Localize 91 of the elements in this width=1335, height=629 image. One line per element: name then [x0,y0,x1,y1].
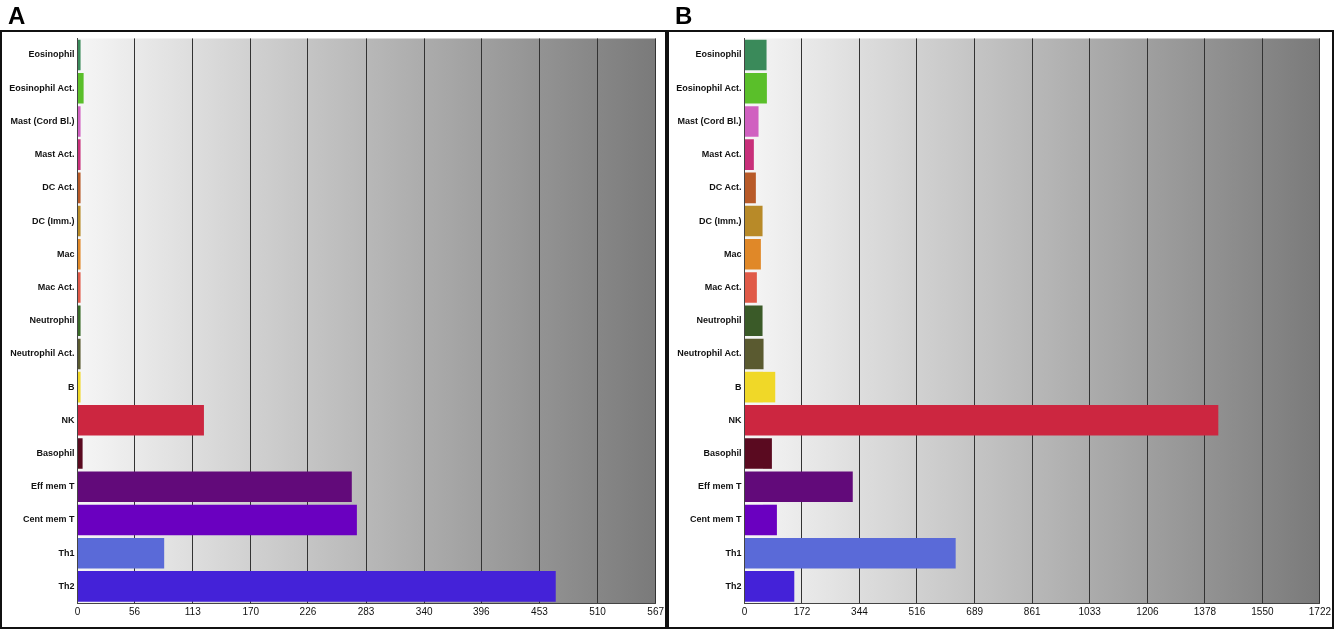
y-tick-label: Mac [56,248,75,259]
x-tick-label: 396 [472,605,491,617]
bar [78,371,81,403]
bar [78,106,81,137]
y-tick-label: Th2 [58,580,75,591]
y-tick-label: NK [61,414,75,425]
x-tick-label: 567 [647,605,665,617]
y-tick-label: Basophil [703,448,742,459]
bar [78,338,81,370]
y-tick-label: Eosinophil [28,49,75,60]
x-tick-label: 861 [1023,605,1041,617]
y-tick-label: Cent mem T [22,514,75,525]
y-tick-label: Basophil [36,448,75,459]
y-tick-label: Neutrophil Act. [10,348,75,359]
bar [78,172,81,204]
y-tick-label: Mast Act. [701,149,742,160]
x-tick-label: 1378 [1193,605,1217,617]
x-tick-label: 1033 [1078,605,1102,617]
y-tick-label: Eosinophil Act. [9,82,75,93]
x-tick-label: 0 [741,605,748,617]
bar [78,471,352,503]
x-tick-label: 1722 [1308,605,1332,617]
y-tick-label: Mast (Cord Bl.) [677,115,742,126]
bar [78,405,204,436]
y-tick-label: Eff mem T [30,481,75,492]
y-tick-label: Mast (Cord Bl.) [10,115,75,126]
x-tick-label: 283 [357,605,375,617]
bar [745,139,754,170]
x-tick-label: 1550 [1251,605,1274,617]
y-tick-label: Cent mem T [689,514,742,525]
y-tick-label: Mac Act. [704,281,742,292]
bar [745,371,776,403]
bar [78,205,81,237]
y-tick-label: Th1 [725,547,742,558]
bar [745,39,767,71]
bar [745,305,763,336]
bar [78,272,81,303]
bar [78,39,81,71]
bar [78,305,81,336]
bar [78,571,556,602]
y-tick-label: DC (Imm.) [32,215,75,226]
bar [745,537,956,569]
x-tick-label: 340 [415,605,433,617]
bar [78,537,165,569]
bar [745,471,853,503]
bar [745,504,777,536]
x-tick-label: 689 [966,605,984,617]
bar [745,239,761,270]
x-tick-label: 453 [531,605,549,617]
x-tick-label: 226 [299,605,317,617]
chart-title: A [8,2,26,30]
x-tick-label: 170 [242,605,260,617]
y-tick-label: Eff mem T [697,481,742,492]
x-tick-label: 510 [589,605,607,617]
x-tick-label: 56 [129,605,141,617]
bar [745,172,756,204]
y-tick-label: B [735,381,742,392]
bar [745,272,757,303]
bar [78,504,357,536]
x-tick-label: 113 [184,605,202,617]
y-tick-label: Mac [723,248,742,259]
x-tick-label: 0 [74,605,81,617]
y-tick-label: Eosinophil Act. [676,82,742,93]
bar [745,571,795,602]
bar [745,205,763,237]
y-tick-label: Th1 [58,547,75,558]
y-tick-label: Neutrophil [29,315,75,326]
bar [78,239,81,270]
bar [745,72,767,104]
y-tick-label: NK [728,414,742,425]
y-tick-label: Neutrophil [696,315,742,326]
x-tick-label: 516 [908,605,926,617]
x-tick-label: 344 [851,605,869,617]
x-tick-label: 1206 [1136,605,1160,617]
y-tick-label: Mast Act. [34,149,75,160]
y-tick-label: Th2 [725,580,742,591]
x-tick-label: 172 [793,605,811,617]
bar [745,106,759,137]
y-tick-label: DC (Imm.) [699,215,742,226]
bar [745,438,772,469]
y-tick-label: Mac Act. [37,281,75,292]
y-tick-label: DC Act. [709,182,742,193]
bar [78,438,83,469]
bar [78,72,84,104]
bar [745,338,764,370]
y-tick-label: DC Act. [42,182,75,193]
y-tick-label: B [68,381,75,392]
y-tick-label: Neutrophil Act. [677,348,742,359]
y-tick-label: Eosinophil [695,49,742,60]
bar [78,139,81,170]
bar [745,405,1219,436]
